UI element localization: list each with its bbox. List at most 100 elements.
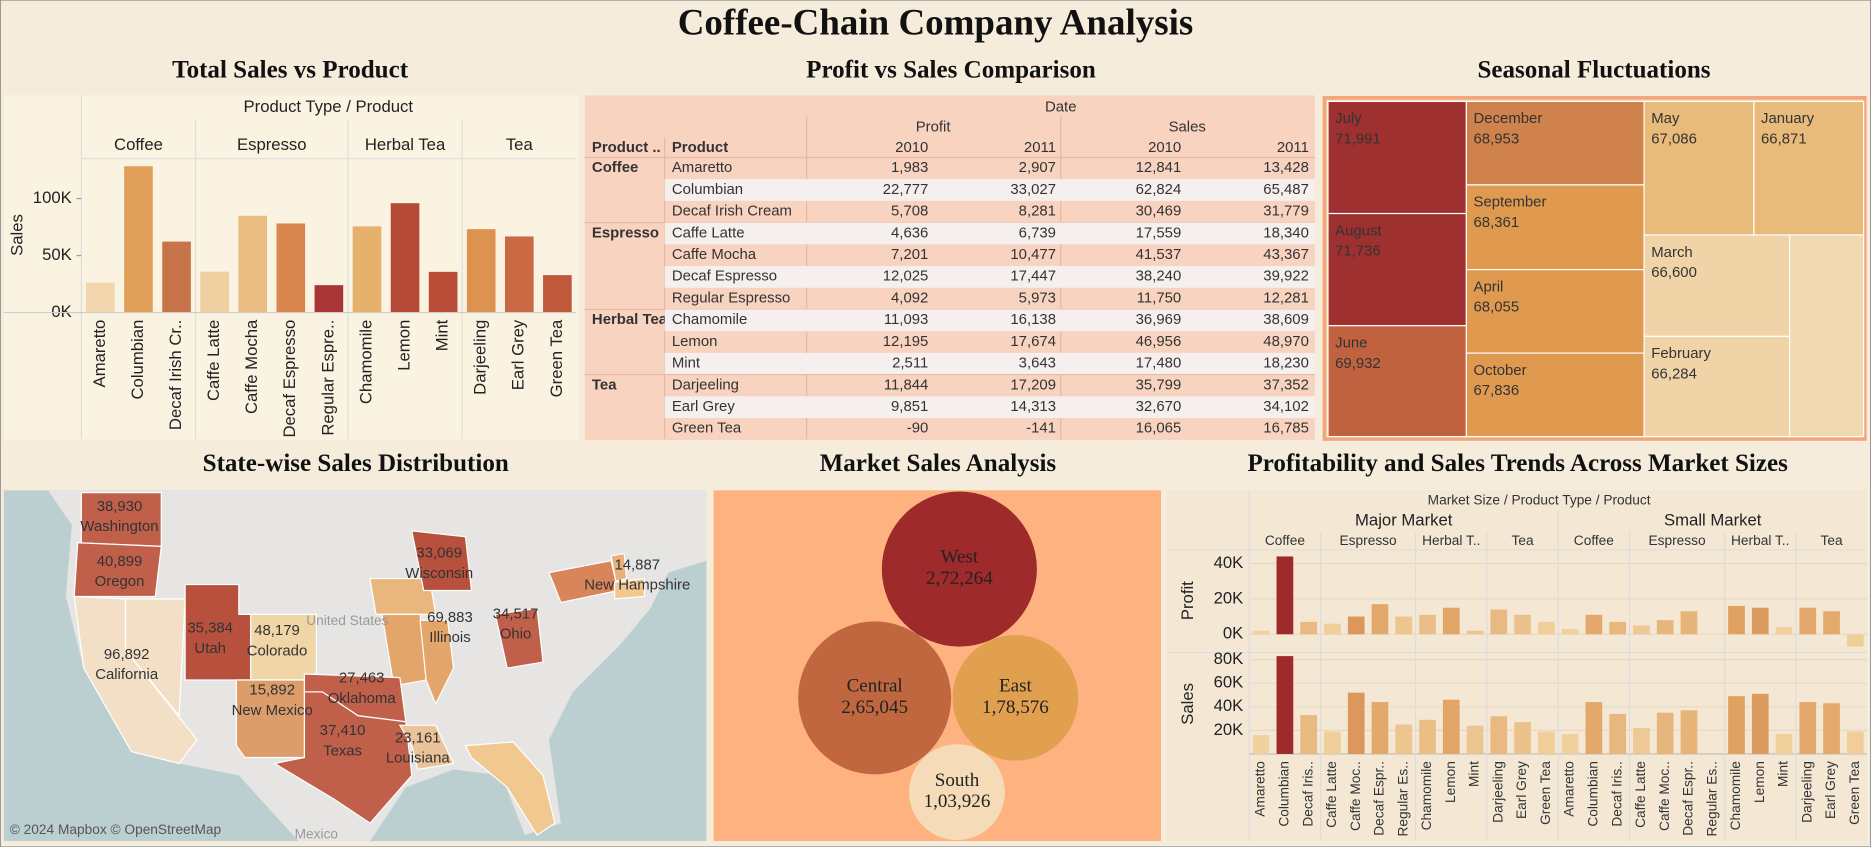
treemap-cell [1465, 100, 1645, 186]
cell: 17,559 [1136, 225, 1182, 241]
bubble-label: East [999, 676, 1033, 697]
cell: 12,195 [883, 334, 929, 350]
cell: 17,480 [1136, 356, 1182, 372]
y-tick-label: 100K [33, 188, 72, 207]
group-label: Tea [592, 377, 617, 393]
cell: 33,027 [1010, 182, 1056, 198]
x-tick-label: Chamomile [1419, 761, 1434, 831]
bar [1300, 621, 1318, 635]
cell: 65,487 [1263, 182, 1309, 198]
x-tick-label: Mint [1776, 761, 1791, 787]
treemap-cell [1643, 234, 1791, 338]
group-label: Herbal T.. [1422, 533, 1480, 548]
state-value: 27,463 [339, 671, 385, 687]
bubble [881, 491, 1037, 647]
x-tick-label: Caffe Latte [1324, 761, 1339, 828]
bar [1252, 630, 1270, 635]
x-tick-label: Regular Es.. [1704, 761, 1719, 836]
cell-label: February [1651, 346, 1711, 362]
cell-label: June [1335, 336, 1367, 352]
treemap-cell [1789, 234, 1865, 438]
cell: 30,469 [1136, 204, 1182, 220]
cell: 10,477 [1010, 247, 1056, 263]
bar [86, 282, 115, 313]
x-tick-label: Earl Grey [1514, 761, 1529, 819]
bar [1395, 616, 1413, 635]
cell: Mint [672, 356, 701, 372]
state [464, 741, 556, 836]
treemap-cell [1327, 325, 1467, 438]
treemap-cell [1327, 100, 1467, 215]
table-header: Date [1045, 99, 1077, 115]
x-tick-label: Chamomile [1728, 761, 1743, 831]
y-tick-label: 80K [1214, 649, 1244, 668]
bar [1371, 702, 1389, 754]
x-tick-label: Caffe Latte [204, 320, 223, 401]
y-axis-label: Sales [8, 214, 27, 256]
row-stripe [664, 352, 1315, 375]
group-label: Herbal T.. [1731, 533, 1789, 548]
bar [1680, 710, 1698, 754]
state [73, 595, 198, 765]
cell: 43,367 [1263, 247, 1309, 263]
x-tick-label: Earl Grey [1823, 761, 1838, 819]
state-value: 96,892 [104, 647, 150, 663]
treemap-cell [1465, 184, 1645, 271]
cell: 31,779 [1263, 204, 1309, 220]
bar [1324, 623, 1341, 635]
cell: 17,209 [1010, 377, 1056, 393]
bar [276, 223, 306, 313]
cell: 5,708 [891, 204, 928, 220]
bar [1846, 731, 1864, 754]
bubble [952, 635, 1079, 761]
state-name: Ohio [500, 627, 532, 643]
cell: 35,799 [1136, 377, 1182, 393]
x-tick-label: Mint [1467, 761, 1482, 787]
cell: 4,636 [891, 225, 928, 241]
bar [466, 229, 496, 313]
bar [1585, 614, 1603, 635]
bubble [798, 621, 952, 775]
cell-label: July [1335, 111, 1362, 127]
cell-value: 71,991 [1335, 132, 1381, 148]
cell-value: 67,086 [1651, 132, 1697, 148]
row-label: Profit [1178, 581, 1197, 620]
state [610, 552, 628, 582]
cell-value: 66,284 [1651, 367, 1697, 383]
cell: 12,281 [1263, 290, 1309, 306]
group-label: Espresso [1340, 533, 1398, 548]
x-tick-label: Decaf Irish Cr.. [166, 320, 185, 430]
group-label: Tea [506, 135, 534, 154]
cell: Earl Grey [672, 399, 735, 415]
bar [1633, 625, 1650, 635]
cell: 11,093 [884, 312, 929, 328]
cell-label: September [1474, 195, 1547, 211]
bar [1514, 722, 1531, 754]
bar [504, 236, 534, 313]
group-label: Espresso [1648, 533, 1706, 548]
bar [162, 241, 191, 313]
cell: 2,511 [892, 356, 928, 372]
cell-value: 69,932 [1335, 356, 1381, 372]
y-tick-label: 20K [1214, 588, 1244, 607]
cell: Decaf Espresso [672, 269, 777, 285]
bar [1609, 713, 1626, 754]
state-value: 40,899 [97, 554, 143, 570]
cell: 16,785 [1263, 421, 1309, 437]
group-label: Coffee [1574, 533, 1615, 548]
state-value: 37,410 [320, 723, 366, 739]
bar [1823, 703, 1840, 754]
cell: Lemon [672, 334, 718, 350]
x-tick-label: Decaf Iris.. [1300, 761, 1315, 826]
x-tick-label: Mint [433, 319, 452, 351]
chart-title: Seasonal Fluctuations [1477, 56, 1710, 83]
treemap-cell [1465, 352, 1645, 438]
state-name: Texas [323, 744, 362, 760]
state-name: Oklahoma [328, 691, 397, 707]
year-header: 2010 [1148, 140, 1181, 156]
year-header: 2011 [1024, 140, 1056, 156]
state [398, 724, 455, 771]
x-tick-label: Chamomile [356, 320, 375, 404]
bar [124, 166, 153, 313]
chart-title: Profitability and Sales Trends Across Ma… [1247, 450, 1788, 477]
